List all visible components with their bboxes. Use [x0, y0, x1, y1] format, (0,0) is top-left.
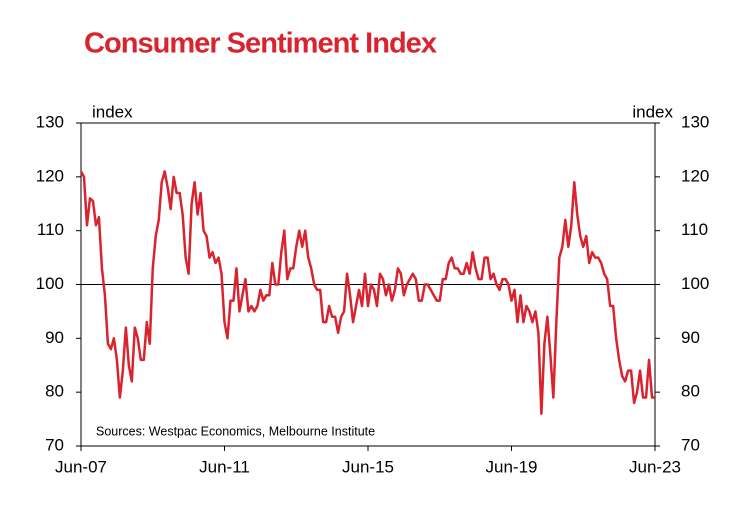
chart-title: Consumer Sentiment Index — [84, 28, 437, 60]
x-tick-label: Jun-07 — [55, 457, 107, 476]
y-tick-label: 90 — [45, 328, 64, 347]
y-axis-label: index — [92, 102, 133, 121]
x-tick-label: Jun-23 — [629, 457, 681, 476]
y-tick-label: 110 — [37, 220, 64, 239]
x-tick-label: Jun-19 — [486, 457, 538, 476]
y2-tick-label: 100 — [681, 274, 709, 293]
y2-tick-label: 80 — [681, 382, 700, 401]
y2-tick-label: 70 — [681, 435, 700, 454]
source-note: Sources: Westpac Economics, Melbourne In… — [96, 424, 375, 438]
y2-tick-label: 110 — [681, 220, 708, 239]
y-tick-label: 80 — [45, 382, 64, 401]
y2-tick-label: 120 — [681, 166, 709, 185]
y2-tick-label: 130 — [681, 112, 709, 131]
y2-axis-label: index — [632, 102, 673, 121]
y-tick-label: 130 — [36, 112, 64, 131]
y-tick-label: 100 — [36, 274, 64, 293]
series-line — [79, 170, 655, 415]
x-tick-label: Jun-11 — [199, 457, 250, 476]
y-tick-label: 70 — [45, 435, 64, 454]
y2-tick-label: 90 — [681, 328, 700, 347]
y-tick-label: 120 — [36, 166, 64, 185]
x-tick-label: Jun-15 — [342, 457, 394, 476]
